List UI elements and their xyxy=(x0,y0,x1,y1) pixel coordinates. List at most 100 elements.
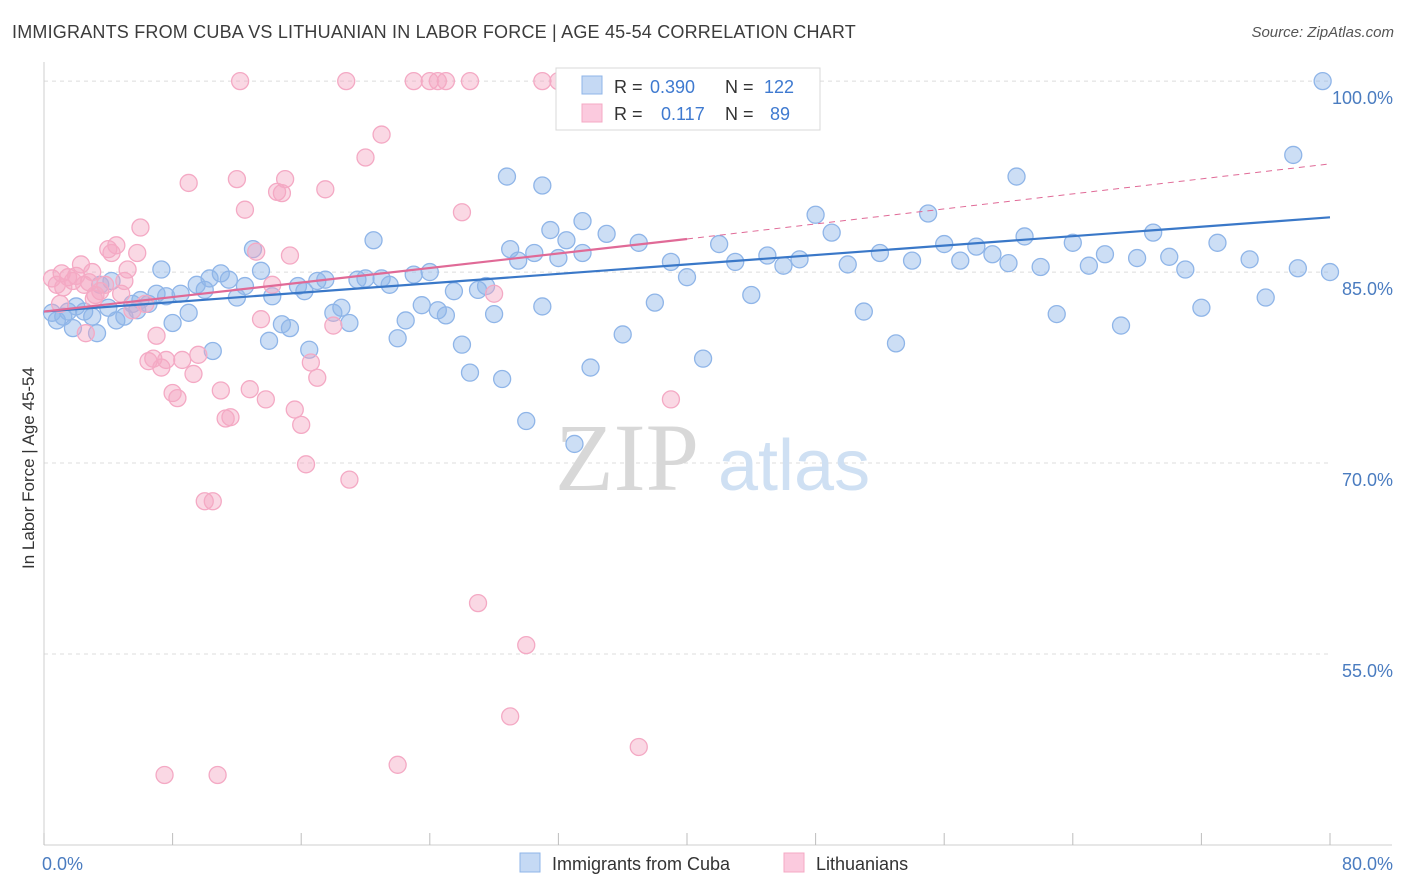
point-1-13 xyxy=(95,275,115,294)
point-1-52 xyxy=(296,455,316,474)
point-0-37 xyxy=(280,318,300,338)
point-0-74 xyxy=(573,243,592,263)
point-0-101 xyxy=(999,254,1018,273)
point-0-47 xyxy=(356,269,375,288)
point-0-81 xyxy=(677,268,697,287)
point-1-32 xyxy=(184,364,203,384)
point-0-63 xyxy=(484,304,504,324)
point-0-107 xyxy=(1095,245,1115,264)
trend-line-lithuanians-extension xyxy=(686,163,1331,240)
point-0-116 xyxy=(1256,288,1275,307)
point-0-102 xyxy=(1015,227,1034,246)
point-1-81 xyxy=(155,765,174,785)
point-0-59 xyxy=(452,335,472,354)
point-0-88 xyxy=(790,250,809,269)
point-0-98 xyxy=(951,251,970,270)
point-1-49 xyxy=(280,246,300,265)
point-1-53 xyxy=(301,353,320,372)
watermark: ZIP atlas xyxy=(555,404,870,511)
point-1-48 xyxy=(275,169,295,189)
point-1-55 xyxy=(316,180,335,199)
stats-n-label-cuba: N = xyxy=(725,77,754,97)
x-tick-labels: 0.0% 80.0% xyxy=(42,854,1393,874)
point-0-19 xyxy=(152,260,171,279)
point-0-55 xyxy=(420,262,439,282)
point-1-83 xyxy=(230,71,250,91)
x-tick-label-0: 0.0% xyxy=(42,854,83,874)
series-legend: Immigrants from Cuba Lithuanians xyxy=(519,852,908,874)
point-1-18 xyxy=(115,271,134,291)
point-1-33 xyxy=(189,345,208,364)
trend-line-cuba xyxy=(43,216,1331,313)
point-0-73 xyxy=(565,434,584,454)
point-1-84 xyxy=(337,71,356,91)
point-0-76 xyxy=(597,224,616,244)
point-1-38 xyxy=(221,408,240,427)
point-0-120 xyxy=(1313,71,1332,91)
point-0-26 xyxy=(200,269,219,288)
point-0-114 xyxy=(1208,233,1227,252)
point-1-64 xyxy=(436,71,456,91)
point-0-118 xyxy=(1320,262,1340,282)
point-0-67 xyxy=(517,411,536,431)
point-0-105 xyxy=(1063,233,1082,252)
stats-r-value-cuba: 0.390 xyxy=(650,77,695,97)
stats-swatch-lithuanians xyxy=(581,103,603,123)
point-0-22 xyxy=(171,284,190,303)
y-tick-label-0: 100.0% xyxy=(1332,88,1393,108)
y-axis-label: In Labor Force | Age 45-54 xyxy=(19,367,38,569)
point-0-68 xyxy=(525,243,544,263)
point-1-43 xyxy=(251,310,271,329)
point-0-108 xyxy=(1111,316,1131,335)
point-0-93 xyxy=(870,243,890,263)
point-0-85 xyxy=(742,285,761,305)
stats-r-label-cuba: R = xyxy=(614,77,643,97)
point-1-40 xyxy=(235,200,255,219)
point-1-35 xyxy=(203,492,222,511)
point-0-89 xyxy=(806,205,825,224)
point-0-95 xyxy=(902,251,922,270)
grid-lines xyxy=(44,80,1330,655)
point-1-44 xyxy=(256,390,275,409)
point-1-59 xyxy=(372,125,391,144)
point-1-21 xyxy=(131,218,150,237)
stats-n-value-cuba: 122 xyxy=(764,77,794,97)
point-0-87 xyxy=(774,256,793,275)
point-0-109 xyxy=(1127,248,1147,268)
chart-title: IMMIGRANTS FROM CUBA VS LITHUANIAN IN LA… xyxy=(12,22,856,42)
point-0-103 xyxy=(1031,257,1050,277)
stats-legend: R = 0.390 N = 122 R = 0.117 N = 89 xyxy=(555,67,821,131)
point-0-124 xyxy=(573,211,592,231)
point-1-16 xyxy=(107,236,126,255)
point-0-82 xyxy=(693,349,713,368)
y-tick-label-1: 85.0% xyxy=(1342,279,1393,299)
legend-swatch-lithuanians xyxy=(783,852,805,873)
point-0-99 xyxy=(967,237,986,256)
x-tick-label-1: 80.0% xyxy=(1342,854,1393,874)
point-1-3 xyxy=(54,278,73,297)
point-1-60 xyxy=(388,755,407,774)
point-0-111 xyxy=(1160,247,1179,266)
point-0-83 xyxy=(710,234,729,254)
point-0-112 xyxy=(1176,260,1195,279)
point-1-69 xyxy=(501,707,520,726)
point-0-96 xyxy=(918,204,938,223)
point-0-27 xyxy=(203,341,222,361)
point-0-54 xyxy=(412,296,431,315)
point-1-29 xyxy=(168,388,187,408)
point-0-75 xyxy=(581,358,600,377)
point-1-67 xyxy=(468,593,488,613)
point-0-106 xyxy=(1079,256,1099,275)
point-1-61 xyxy=(404,71,423,91)
watermark-zip: ZIP xyxy=(555,404,699,511)
point-0-110 xyxy=(1144,223,1163,242)
point-0-92 xyxy=(854,302,873,321)
point-1-39 xyxy=(227,169,247,189)
legend-label-lithuanians: Lithuanians xyxy=(816,854,908,874)
point-0-32 xyxy=(243,240,263,259)
point-0-94 xyxy=(886,334,906,353)
stats-swatch-cuba xyxy=(581,75,603,95)
watermark-atlas: atlas xyxy=(718,426,870,506)
point-0-113 xyxy=(1192,298,1211,317)
